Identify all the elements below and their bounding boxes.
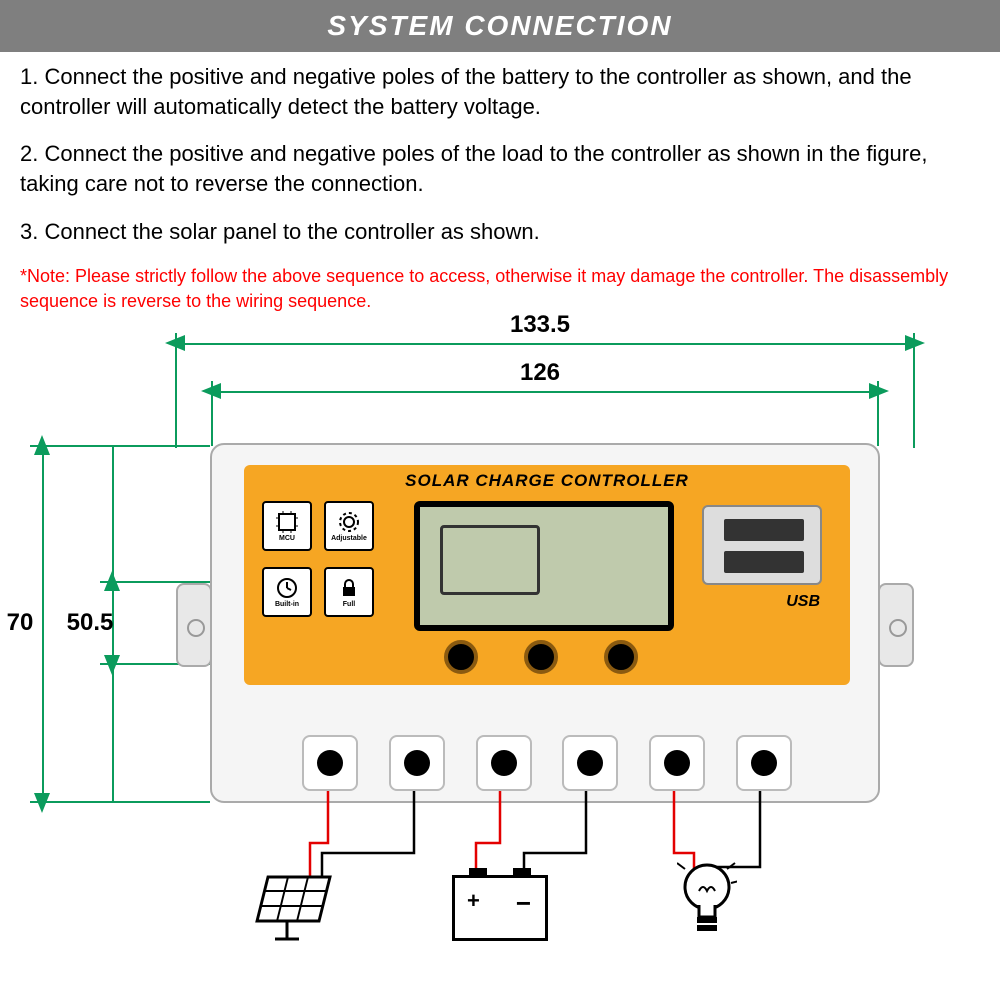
minus-icon: −	[516, 888, 531, 919]
step-2: 2. Connect the positive and negative pol…	[20, 139, 980, 198]
wiring-diagram: 133.5 126 70 50.5 SOLAR CHARGE CONTROLLE…	[0, 313, 1000, 983]
warning-note: *Note: Please strictly follow the above …	[0, 264, 1000, 313]
page-header: SYSTEM CONNECTION	[0, 0, 1000, 52]
battery-terminal	[469, 868, 487, 878]
header-title: SYSTEM CONNECTION	[327, 10, 672, 41]
instruction-block: 1. Connect the positive and negative pol…	[0, 52, 1000, 246]
solar-panel-icon	[245, 873, 335, 943]
battery-terminal	[513, 868, 531, 878]
step-1: 1. Connect the positive and negative pol…	[20, 62, 980, 121]
step-3: 3. Connect the solar panel to the contro…	[20, 217, 980, 247]
battery-icon: + −	[452, 875, 548, 941]
plus-icon: +	[467, 888, 480, 914]
bulb-icon	[677, 861, 737, 939]
